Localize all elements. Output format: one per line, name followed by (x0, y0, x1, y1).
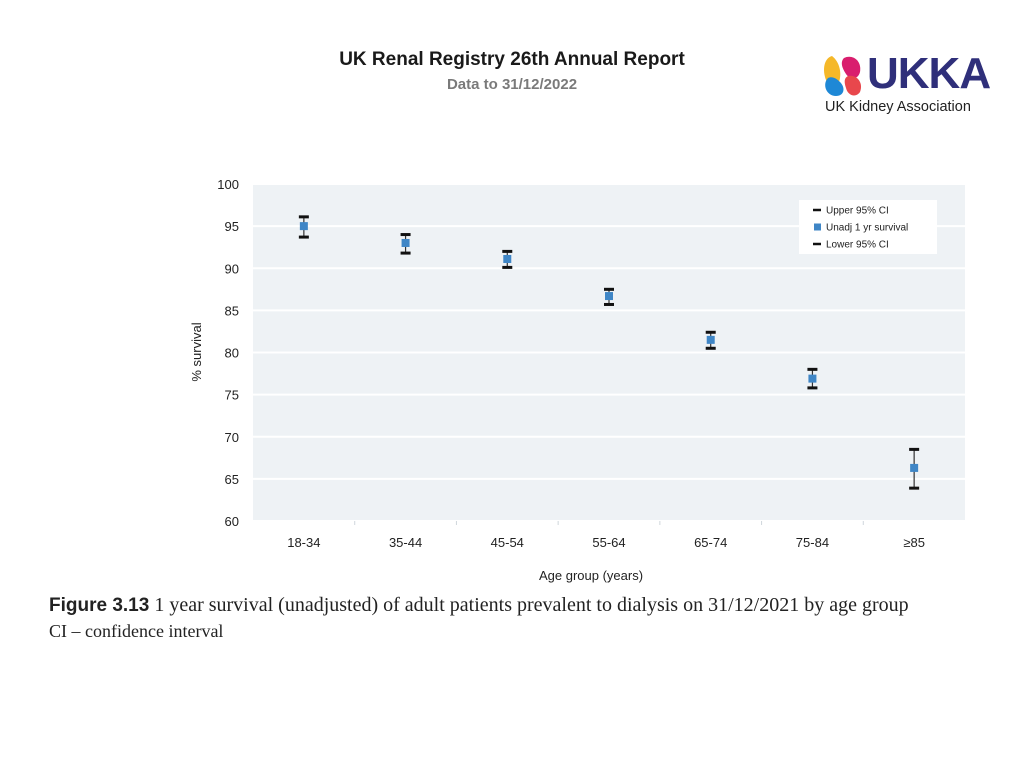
y-axis-label: % survival (189, 322, 204, 381)
y-tick-label: 95 (225, 219, 239, 234)
legend-box (799, 200, 937, 254)
legend-label: Unadj 1 yr survival (826, 223, 908, 234)
y-tick-label: 60 (225, 514, 239, 529)
y-tick-label: 75 (225, 388, 239, 403)
x-tick-label: 18-34 (287, 535, 320, 550)
legend-label: Lower 95% CI (826, 240, 889, 251)
y-tick-label: 85 (225, 303, 239, 318)
logo-wordmark: UKKA (867, 49, 991, 98)
y-tick-label: 80 (225, 346, 239, 361)
y-tick-label: 90 (225, 261, 239, 276)
logo-shape-pink (841, 56, 861, 79)
legend-marker-square (814, 223, 821, 231)
x-tick-label: 65-74 (694, 535, 727, 550)
x-tick-label: ≥85 (903, 535, 925, 550)
logo-name: UK Kidney Association (825, 99, 971, 115)
survival-point (910, 463, 919, 472)
x-tick-label: 75-84 (796, 535, 829, 550)
ukka-kidney-icon (824, 56, 862, 96)
figure-caption-text: 1 year survival (unadjusted) of adult pa… (149, 594, 909, 616)
survival-point (503, 254, 512, 263)
y-tick-label: 70 (225, 430, 239, 445)
y-tick-label: 65 (225, 472, 239, 487)
logo-shape-red (844, 75, 862, 96)
survival-point (706, 335, 715, 344)
figure-caption: Figure 3.13 1 year survival (unadjusted)… (49, 594, 1009, 642)
ukka-logo: UKKA UK Kidney Association (822, 50, 997, 120)
x-axis-label: Age group (years) (539, 568, 643, 583)
survival-chart: 60 65 70 75 80 85 90 95 100 18-34 35-44 45-54 55-64 6… (189, 177, 965, 583)
x-tick-label: 45-54 (491, 535, 524, 550)
x-tick-label: 35-44 (389, 535, 422, 550)
logo-shape-blue (825, 77, 844, 96)
figure-label: Figure 3.13 (49, 595, 150, 616)
y-tick-label: 100 (217, 177, 239, 192)
survival-point (808, 374, 817, 383)
figure-note: CI – confidence interval (49, 621, 224, 641)
survival-point (401, 238, 410, 247)
report-title: UK Renal Registry 26th Annual Report (339, 49, 685, 70)
x-tick-label: 55-64 (592, 535, 625, 550)
survival-point (605, 292, 613, 301)
report-subtitle: Data to 31/12/2022 (446, 76, 578, 93)
survival-point (299, 222, 308, 231)
legend-label: Upper 95% CI (826, 206, 889, 217)
